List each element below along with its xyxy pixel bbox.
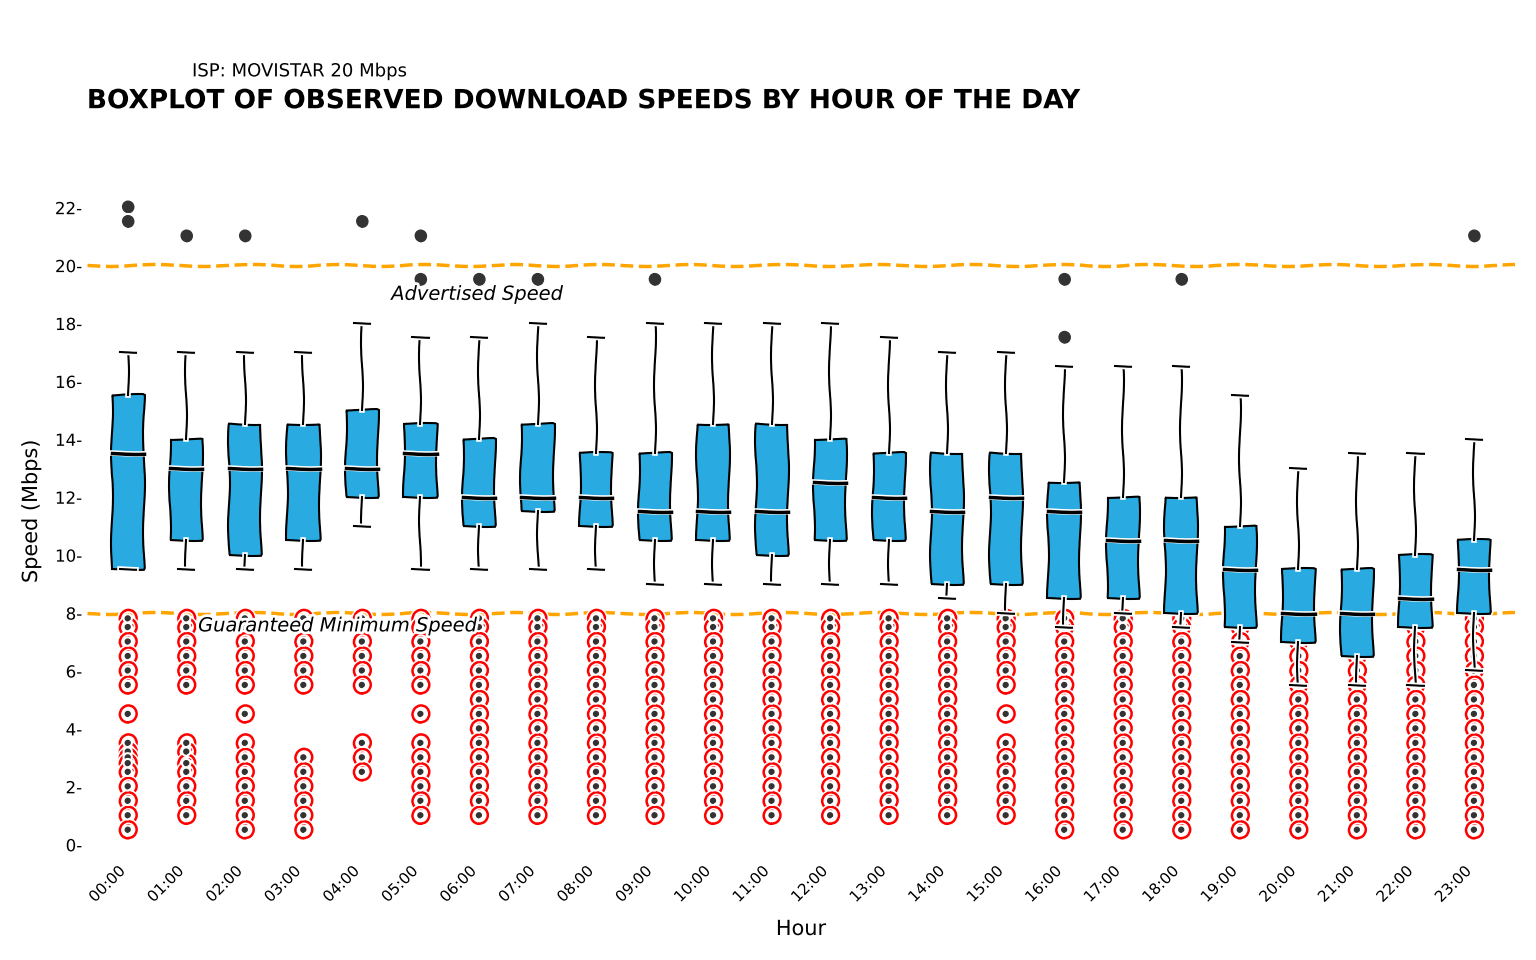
FancyBboxPatch shape [989,453,1021,584]
FancyBboxPatch shape [931,453,963,584]
FancyBboxPatch shape [697,424,730,540]
Text: BOXPLOT OF OBSERVED DOWNLOAD SPEEDS BY HOUR OF THE DAY: BOXPLOT OF OBSERVED DOWNLOAD SPEEDS BY H… [88,88,1080,114]
FancyBboxPatch shape [1166,496,1198,612]
FancyBboxPatch shape [1458,540,1490,612]
FancyBboxPatch shape [287,424,319,540]
FancyBboxPatch shape [1107,496,1140,598]
FancyBboxPatch shape [521,424,553,512]
FancyBboxPatch shape [1224,526,1256,627]
FancyBboxPatch shape [346,410,378,496]
FancyBboxPatch shape [1341,569,1373,656]
Text: Guaranteed Minimum Speed: Guaranteed Minimum Speed [198,616,478,636]
FancyBboxPatch shape [112,396,144,569]
FancyBboxPatch shape [872,453,905,540]
FancyBboxPatch shape [581,453,613,526]
FancyBboxPatch shape [229,424,261,555]
FancyBboxPatch shape [462,439,495,526]
FancyBboxPatch shape [756,424,788,555]
FancyBboxPatch shape [1283,569,1315,641]
FancyBboxPatch shape [404,424,436,496]
FancyBboxPatch shape [170,439,203,540]
Y-axis label: Speed (Mbps): Speed (Mbps) [22,440,41,583]
Text: ISP: MOVISTAR 20 Mbps: ISP: MOVISTAR 20 Mbps [192,62,407,81]
FancyBboxPatch shape [814,439,846,540]
FancyBboxPatch shape [1048,482,1080,598]
X-axis label: Hour: Hour [776,919,826,939]
Text: Advertised Speed: Advertised Speed [392,285,564,304]
FancyBboxPatch shape [1399,555,1432,627]
FancyBboxPatch shape [639,453,671,540]
